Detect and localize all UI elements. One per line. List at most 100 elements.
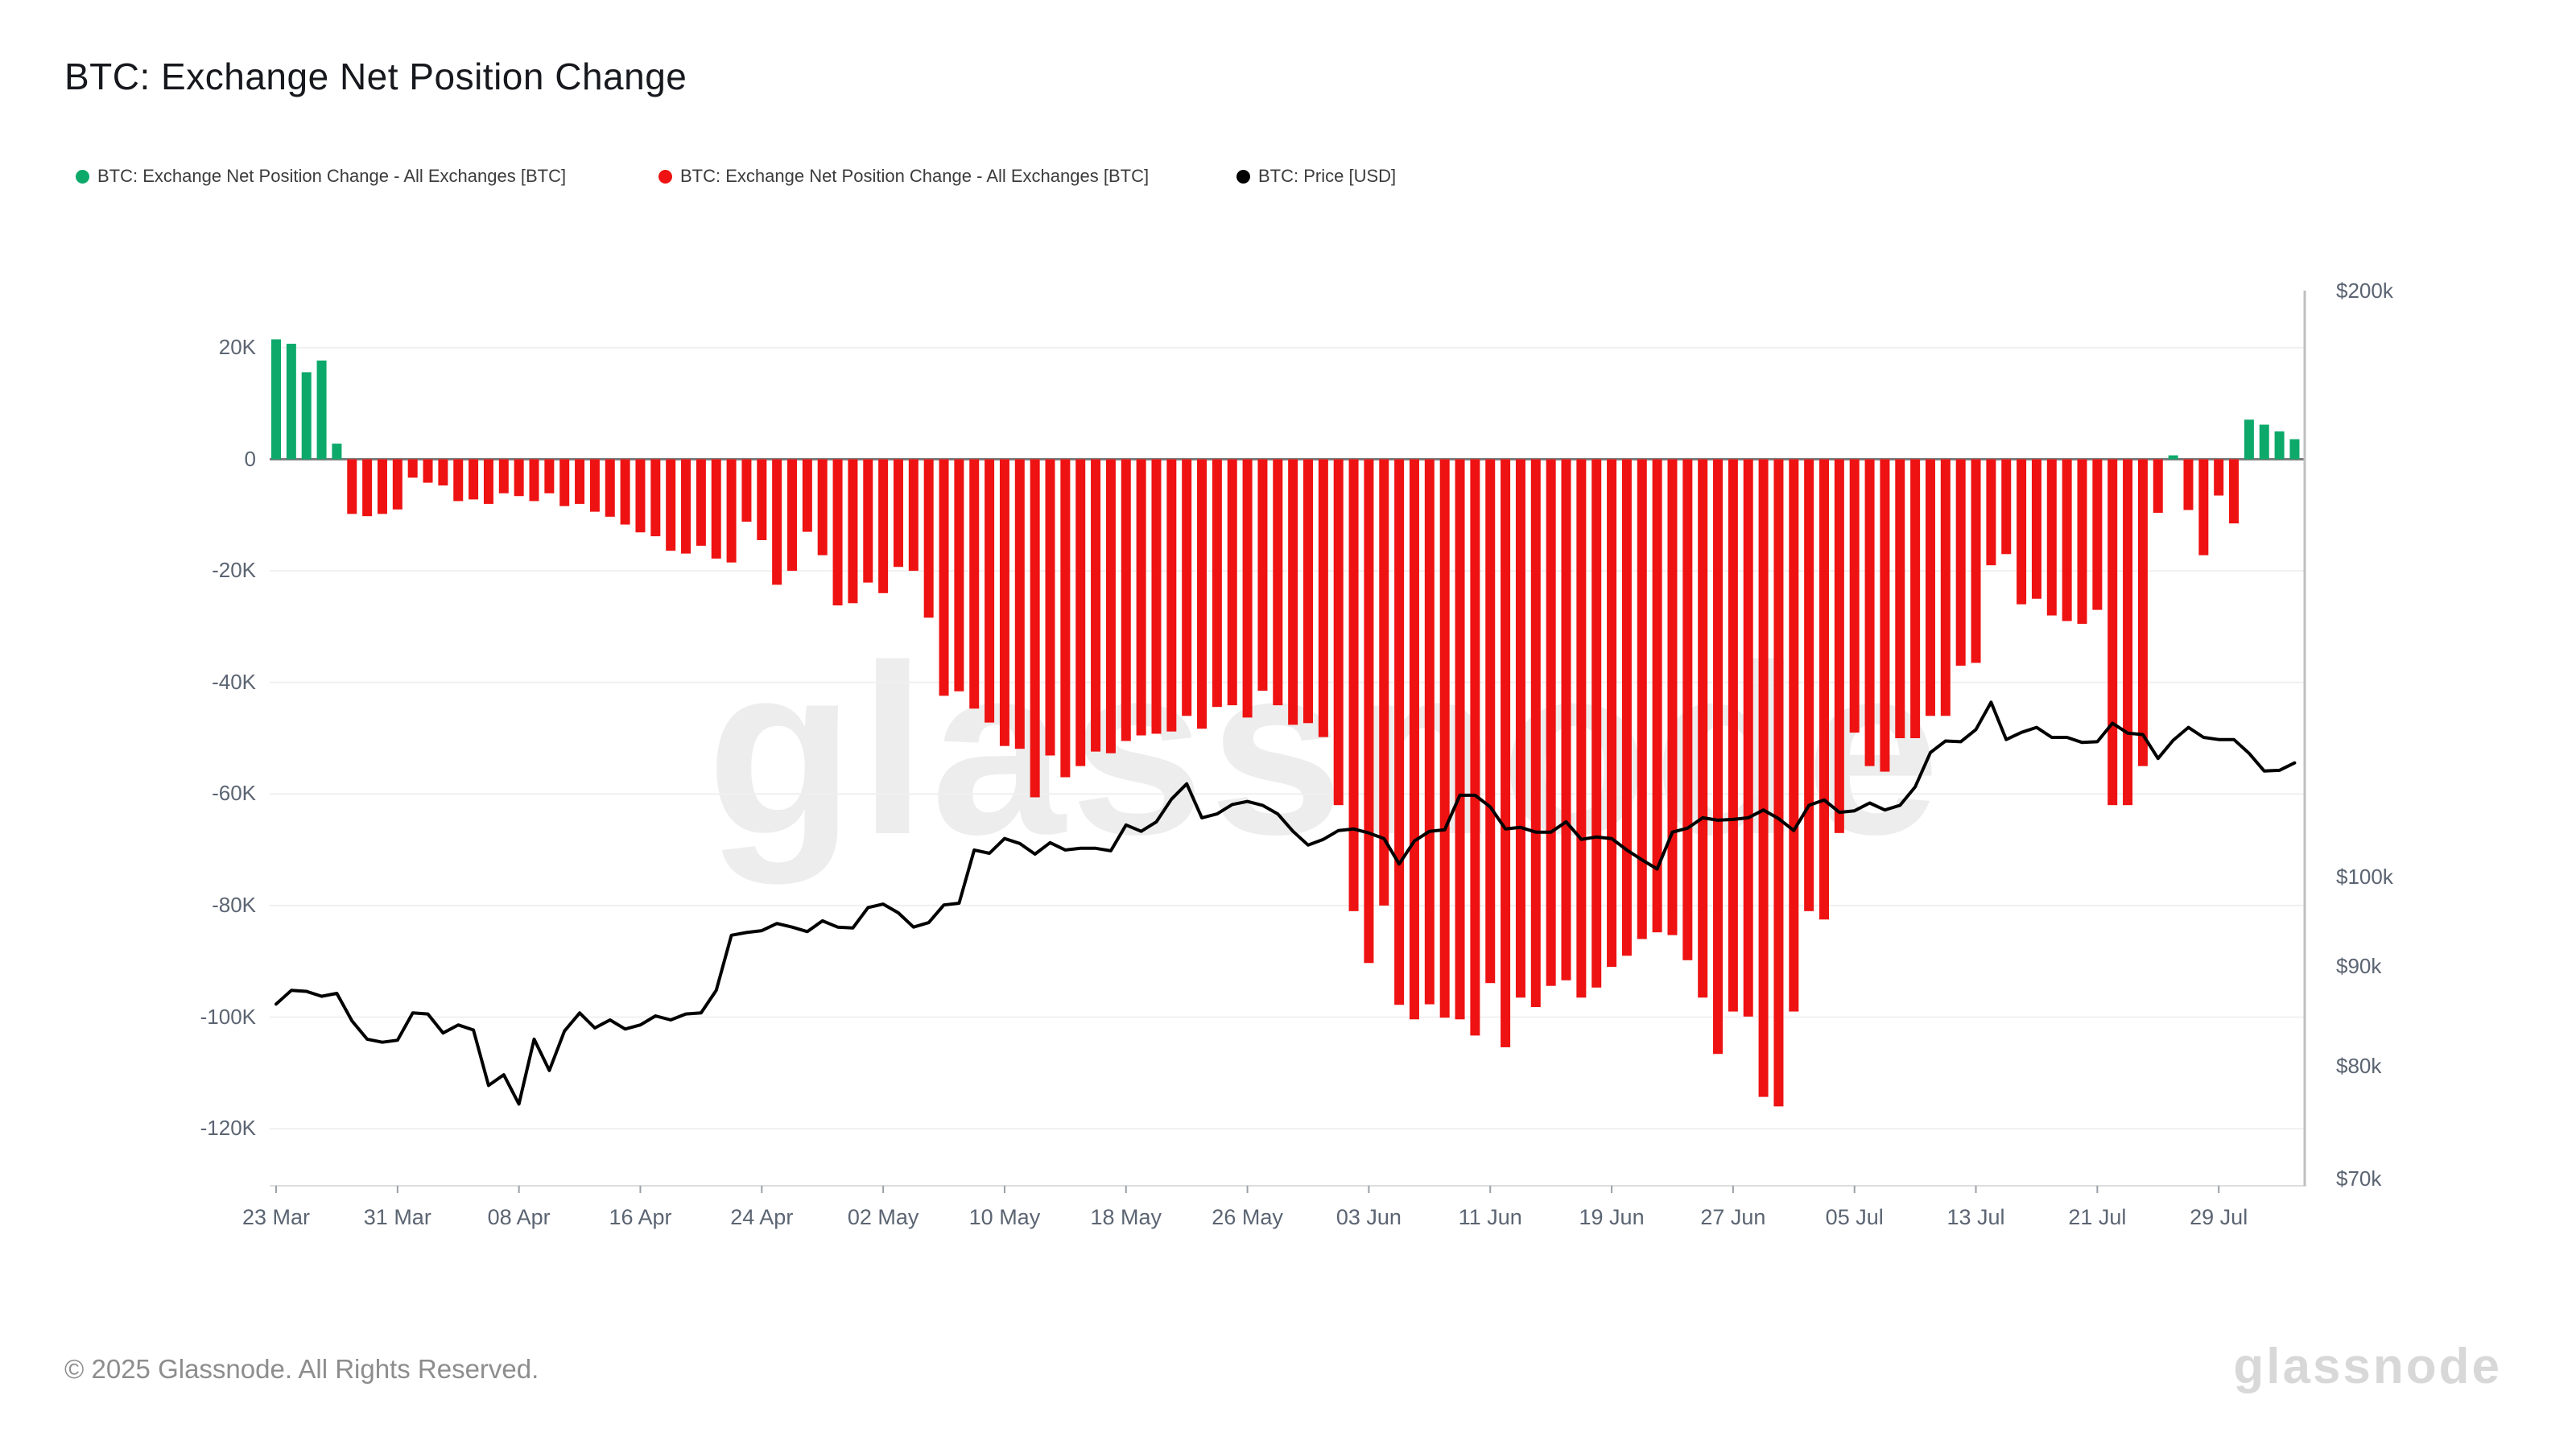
net-position-bar: [2259, 424, 2269, 460]
legend-label: BTC: Price [USD]: [1258, 166, 1397, 186]
net-position-bar: [559, 459, 570, 506]
glassnode-logo: glassnode: [2233, 1339, 2502, 1394]
net-position-bar: [666, 459, 676, 551]
net-position-bar: [514, 459, 524, 497]
net-position-bar: [1030, 459, 1040, 798]
x-axis-tick: 24 Apr: [730, 1205, 794, 1229]
net-position-bar: [589, 459, 600, 512]
legend-label: BTC: Exchange Net Position Change - All …: [680, 166, 1150, 186]
net-position-bar: [2229, 459, 2240, 524]
net-position-bar: [2077, 459, 2087, 624]
net-position-bar: [453, 459, 464, 502]
left-axis-tick: 20K: [218, 334, 256, 359]
net-position-bar: [741, 459, 752, 522]
net-position-bar: [1318, 459, 1328, 737]
x-axis-tick: 18 May: [1090, 1205, 1162, 1229]
net-position-bar: [2092, 459, 2103, 610]
net-position-bar: [1348, 459, 1359, 911]
net-position-bar: [2137, 459, 2148, 766]
net-position-bar: [757, 459, 767, 540]
legend-dot-black-icon: [1236, 169, 1250, 184]
net-position-bar: [1895, 459, 1905, 738]
right-axis-tick: $200k: [2336, 278, 2393, 303]
net-position-bar: [1621, 459, 1632, 956]
net-position-bar: [802, 459, 812, 532]
net-position-bar: [1561, 459, 1571, 980]
net-position-bar: [1698, 459, 1708, 998]
net-position-bar: [1501, 459, 1511, 1047]
net-position-bar: [1591, 459, 1602, 988]
net-position-bar: [1409, 459, 1419, 1020]
net-position-bar: [1576, 459, 1587, 998]
net-position-bar: [2153, 459, 2163, 514]
net-position-bar: [1273, 459, 1283, 706]
net-position-bar: [544, 459, 555, 493]
net-position-bar: [1743, 459, 1753, 1017]
net-position-bar: [1986, 459, 1996, 566]
right-axis-tick: $90k: [2336, 953, 2382, 978]
net-position-bar: [696, 459, 706, 546]
net-position-bar: [1470, 459, 1480, 1036]
x-axis-tick: 05 Jul: [1825, 1205, 1884, 1229]
net-position-bar: [2168, 455, 2178, 460]
x-axis-tick: 16 Apr: [609, 1205, 672, 1229]
net-position-bar: [1955, 459, 1966, 666]
net-position-bar: [1394, 459, 1405, 1005]
left-axis-tick: -120K: [200, 1116, 256, 1141]
net-position-bar: [1637, 459, 1647, 939]
net-position-bar: [1045, 459, 1055, 756]
net-position-bar: [1834, 459, 1844, 833]
net-position-bar: [1652, 459, 1662, 933]
net-position-bar: [939, 459, 949, 696]
net-position-bar: [1121, 459, 1131, 741]
net-position-bar: [1728, 459, 1738, 1012]
net-position-bar: [1197, 459, 1208, 729]
x-axis-tick: 10 May: [968, 1205, 1041, 1229]
legend-item-netposition-negative[interactable]: BTC: Exchange Net Position Change - All …: [658, 166, 1149, 187]
net-position-bar: [1151, 459, 1162, 734]
net-position-bar: [271, 339, 281, 460]
legend-label: BTC: Exchange Net Position Change - All …: [97, 166, 567, 186]
net-position-bar: [2198, 459, 2209, 555]
net-position-bar: [1379, 459, 1389, 906]
net-position-bar: [832, 459, 843, 606]
net-position-bar: [2001, 459, 2012, 555]
net-position-bar: [1667, 459, 1678, 935]
net-position-bar: [878, 459, 889, 593]
x-axis-tick: 03 Jun: [1335, 1205, 1402, 1229]
net-position-bar: [423, 459, 433, 483]
net-position-bar: [1758, 459, 1769, 1097]
net-position-bar: [1607, 459, 1617, 968]
net-position-bar: [575, 459, 585, 504]
net-position-bar: [1682, 459, 1693, 960]
net-position-bar: [1424, 459, 1435, 1005]
copyright-text: © 2025 Glassnode. All Rights Reserved.: [64, 1354, 539, 1384]
net-position-bar: [1212, 459, 1222, 708]
net-position-bar: [2289, 439, 2300, 460]
left-axis-tick: -100K: [200, 1004, 256, 1029]
net-position-bar: [392, 459, 402, 510]
net-position-bar: [2123, 459, 2133, 806]
net-position-bar: [1773, 459, 1784, 1107]
left-axis-tick: -40K: [212, 669, 256, 694]
net-position-bar: [1136, 459, 1146, 736]
price-line: [275, 700, 2297, 1106]
x-axis-tick: 19 Jun: [1579, 1205, 1645, 1229]
net-position-bar: [620, 459, 630, 525]
net-position-bar: [438, 459, 448, 486]
legend-item-price[interactable]: BTC: Price [USD]: [1236, 166, 1396, 187]
net-position-bar: [1091, 459, 1101, 752]
net-position-bar: [498, 459, 509, 493]
x-axis-tick: 21 Jul: [2068, 1205, 2127, 1229]
net-position-bar: [1971, 459, 1981, 663]
net-position-bar: [1455, 459, 1465, 1020]
right-axis-tick: $70k: [2336, 1166, 2382, 1191]
net-position-bar: [772, 459, 782, 585]
legend-item-netposition-positive[interactable]: BTC: Exchange Net Position Change - All …: [76, 166, 566, 187]
net-position-bar: [347, 459, 357, 514]
net-position-bar: [863, 459, 873, 583]
net-position-bar: [1227, 459, 1237, 706]
net-position-bar: [985, 459, 995, 723]
net-position-bar: [1880, 459, 1890, 772]
